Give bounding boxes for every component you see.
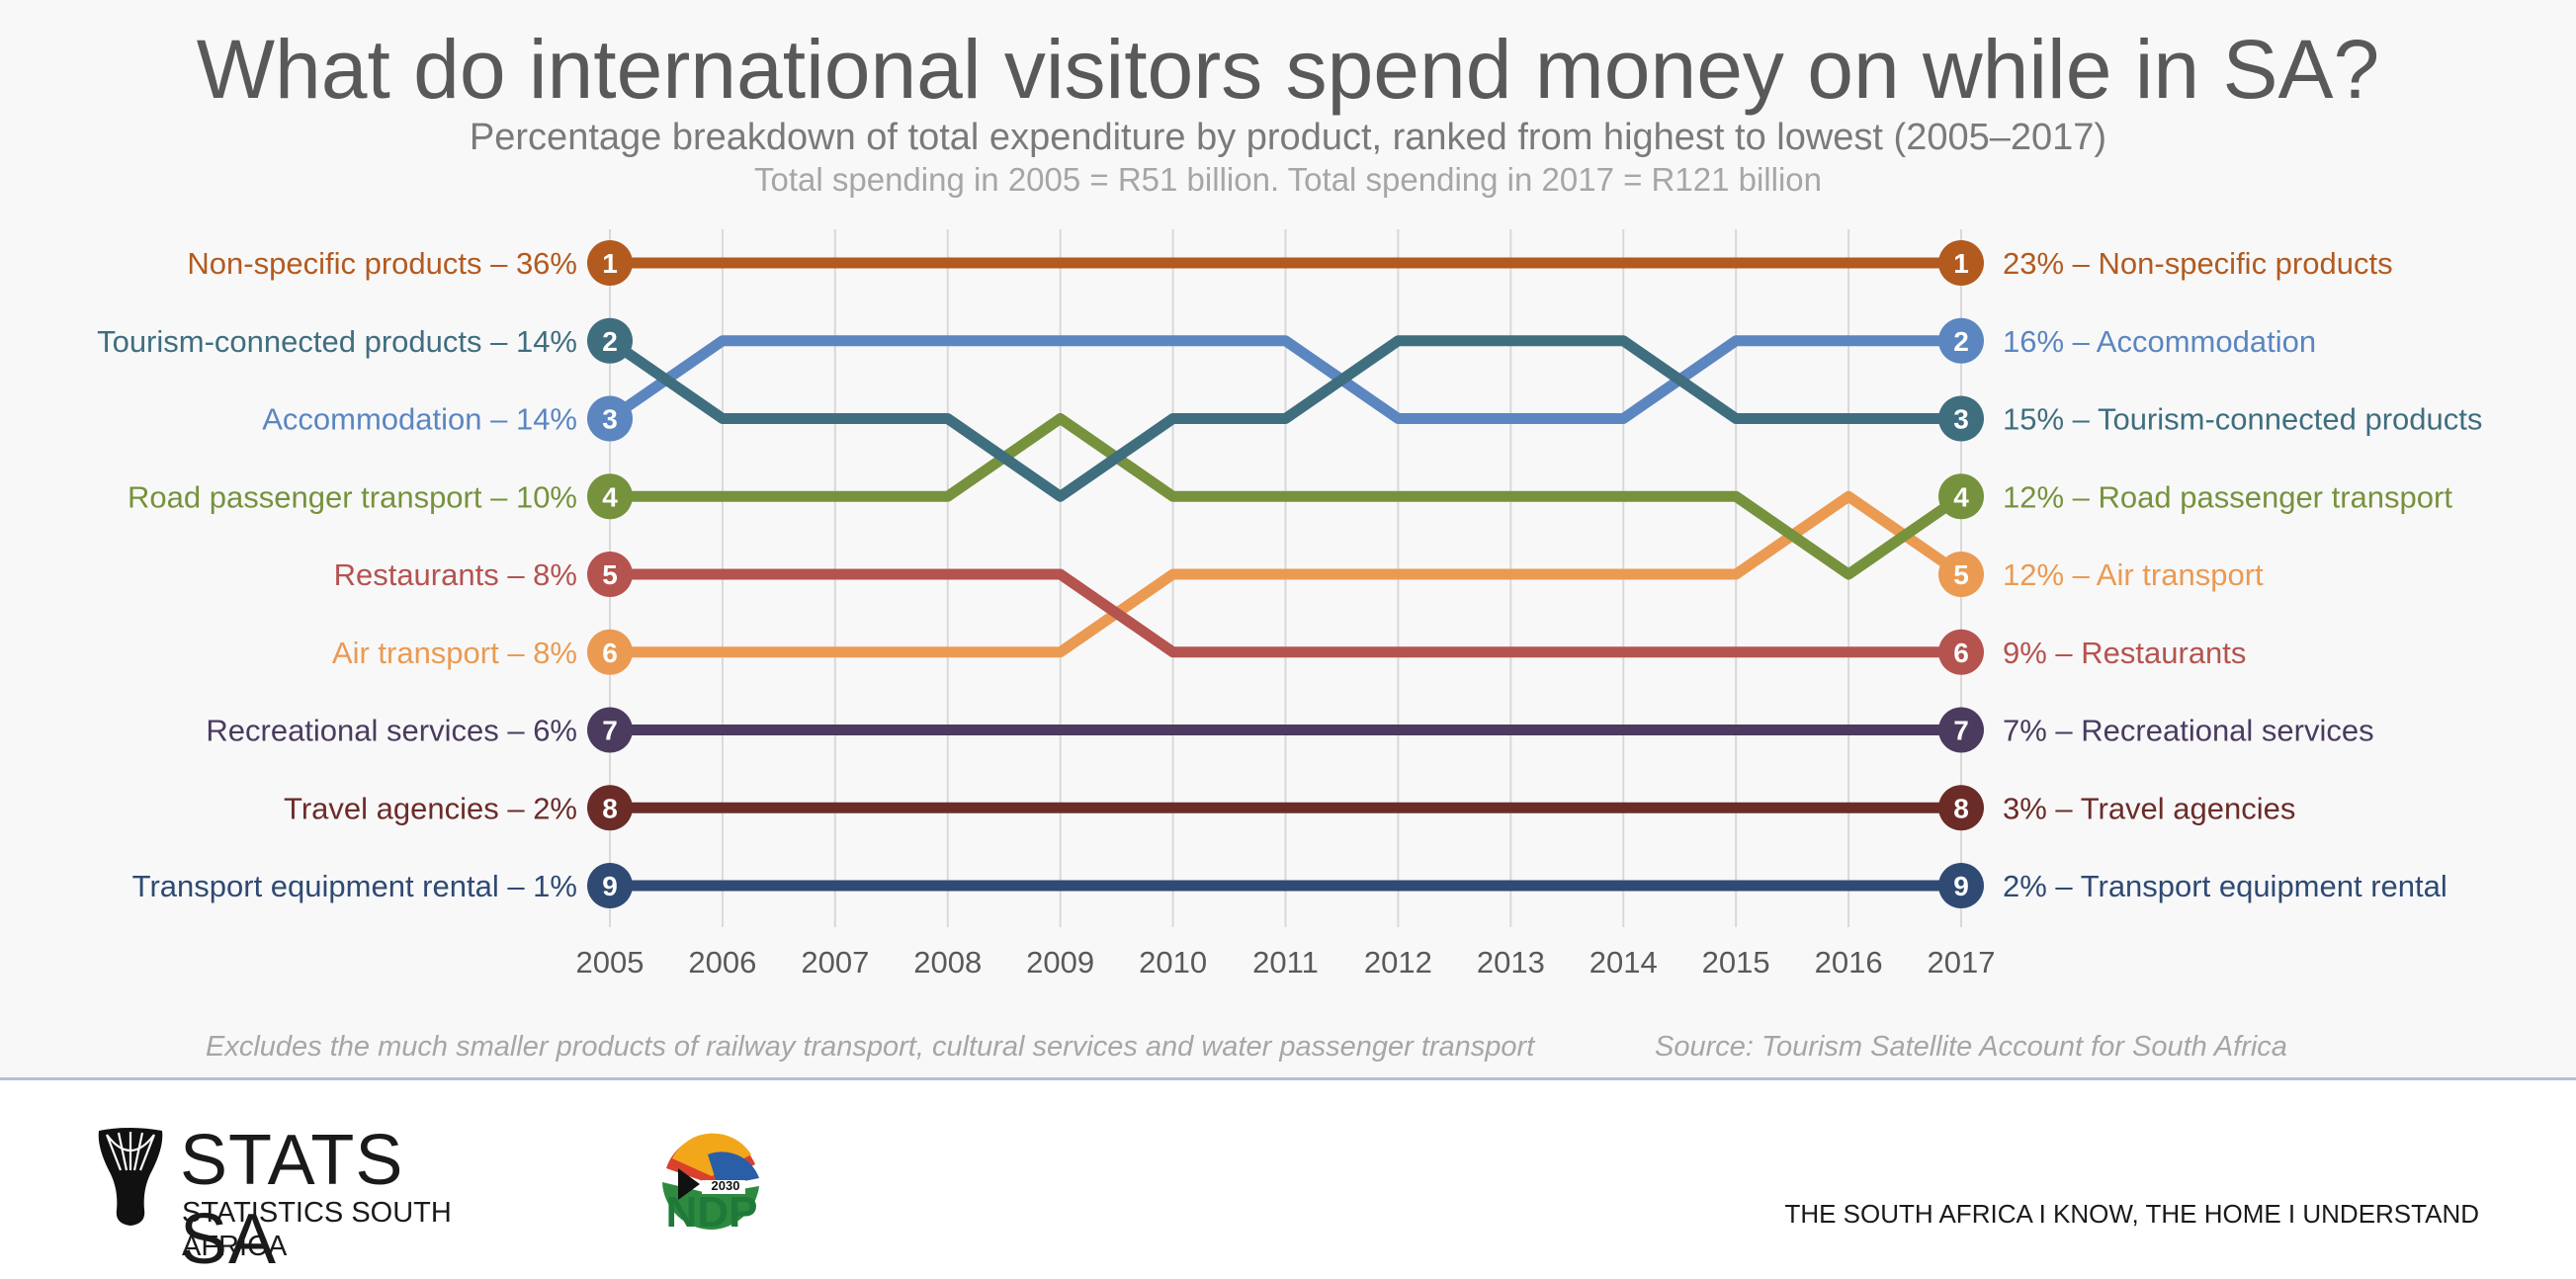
footnote: Excludes the much smaller products of ra…: [206, 1031, 1535, 1063]
org-full-name: STATISTICS SOUTH AFRICA: [182, 1197, 452, 1262]
x-tick-label: 2014: [1589, 945, 1658, 980]
end-rank-label: 3: [1953, 404, 1969, 435]
start-marker: [587, 240, 633, 286]
chart-title: What do international visitors spend mon…: [196, 23, 2380, 116]
left-label: Road passenger transport – 10%: [128, 479, 577, 514]
series-restaurants: 5 6 Restaurants – 8% 9% – Restaurants: [334, 552, 2246, 675]
series-road-passenger-transport: 4 4 Road passenger transport – 10% 12% – Ro…: [128, 473, 2452, 520]
bump-chart: 2005 2006 2007 2008 2009 2010 2011 2012 2013 2014…: [97, 229, 2482, 980]
stats-sa-logo: STATS SA STATISTICS SOUTH AFRICA: [91, 1121, 506, 1279]
x-tick-label: 2008: [913, 945, 982, 980]
right-label: 7% – Recreational services: [2003, 714, 2374, 748]
end-rank-label: 6: [1953, 638, 1969, 668]
x-tick-label: 2017: [1928, 945, 1996, 980]
start-marker: [587, 863, 633, 908]
start-marker: [587, 317, 633, 364]
end-rank-label: 8: [1953, 793, 1969, 823]
start-rank-label: 3: [602, 404, 618, 435]
start-marker: [587, 473, 633, 520]
x-tick-label: 2007: [801, 945, 869, 980]
right-label: 12% – Road passenger transport: [2003, 479, 2452, 514]
end-marker: [1938, 785, 1984, 831]
right-label: 3% – Travel agencies: [2003, 791, 2295, 825]
end-marker: [1938, 629, 1984, 675]
start-marker: [587, 552, 633, 597]
x-tick-label: 2015: [1702, 945, 1770, 980]
left-label: Accommodation – 14%: [262, 402, 577, 437]
end-marker: [1938, 240, 1984, 286]
ndp-year: 2030: [711, 1178, 740, 1193]
x-tick-label: 2012: [1364, 945, 1432, 980]
start-rank-label: 7: [602, 716, 618, 746]
start-rank-label: 5: [602, 559, 618, 590]
left-label: Travel agencies – 2%: [284, 791, 577, 825]
ndp-text: NDP: [665, 1188, 758, 1236]
series-air-transport: 6 5 Air transport – 8% 12% – Air transport: [332, 552, 2264, 675]
series-line-restaurants: [604, 568, 1967, 658]
ndp-logo: 2030 NDP: [652, 1125, 771, 1236]
right-label: 2% – Transport equipment rental: [2003, 869, 2447, 903]
left-label: Recreational services – 6%: [206, 714, 577, 748]
start-marker: [587, 707, 633, 753]
series-recreational-services: 7 7 Recreational services – 6% 7% – Recreat…: [206, 707, 2374, 753]
x-tick-label: 2010: [1139, 945, 1207, 980]
left-label: Restaurants – 8%: [334, 557, 577, 592]
series-non-specific-products: 1 1 Non-specific products – 36% 23% – Non-s…: [187, 240, 2393, 286]
end-rank-label: 2: [1953, 326, 1969, 357]
start-marker: [587, 629, 633, 675]
right-label: 12% – Air transport: [2003, 557, 2264, 592]
start-rank-label: 8: [602, 793, 618, 823]
x-tick-label: 2006: [688, 945, 756, 980]
series-line-tourism-connected-products: [604, 335, 1967, 502]
series-lines: [604, 257, 1967, 892]
end-marker: [1938, 473, 1984, 520]
series-line-air-transport: [604, 490, 1967, 658]
end-rank-label: 7: [1953, 716, 1969, 746]
org-name: STATS SA: [180, 1121, 404, 1279]
end-marker: [1938, 552, 1984, 597]
chart-panel: [0, 0, 2576, 1077]
left-label: Tourism-connected products – 14%: [97, 324, 577, 359]
start-rank-label: 2: [602, 326, 618, 357]
end-rank-label: 4: [1953, 481, 1969, 512]
x-tick-label: 2009: [1026, 945, 1094, 980]
chart-subtitle: Percentage breakdown of total expenditur…: [469, 117, 2107, 158]
series-line-road-passenger-transport: [604, 413, 1967, 580]
end-rank-label: 1: [1953, 248, 1969, 279]
end-rank-label: 5: [1953, 559, 1969, 590]
source-note: Source: Tourism Satellite Account for So…: [1655, 1031, 2287, 1063]
left-label: Air transport – 8%: [332, 636, 577, 670]
start-rank-label: 9: [602, 871, 618, 901]
right-label: 23% – Non-specific products: [2003, 246, 2393, 281]
left-label: Transport equipment rental – 1%: [132, 869, 577, 903]
x-tick-label: 2005: [576, 945, 644, 980]
right-label: 9% – Restaurants: [2003, 636, 2246, 670]
x-tick-label: 2016: [1815, 945, 1883, 980]
right-label: 16% – Accommodation: [2003, 324, 2316, 359]
end-marker: [1938, 317, 1984, 364]
series-accommodation: 3 2 Accommodation – 14% 16% – Accommodation: [262, 317, 2316, 442]
chart-totals-note: Total spending in 2005 = R51 billion. To…: [753, 161, 1822, 198]
right-label: 15% – Tourism-connected products: [2003, 402, 2482, 437]
end-marker: [1938, 395, 1984, 442]
start-rank-label: 6: [602, 638, 618, 668]
start-marker: [587, 395, 633, 442]
series-line-accommodation: [604, 335, 1967, 424]
start-rank-label: 1: [602, 248, 618, 279]
end-marker: [1938, 707, 1984, 753]
series-tourism-connected-products: 2 3 Tourism-connected products – 14% 15% – …: [97, 317, 2482, 442]
x-tick-label: 2013: [1477, 945, 1545, 980]
x-tick-label: 2011: [1252, 945, 1319, 980]
series-travel-agencies: 8 8 Travel agencies – 2% 3% – Travel agenci…: [284, 785, 2295, 831]
footer-panel: [0, 1077, 2576, 1279]
start-marker: [587, 785, 633, 831]
series-transport-equipment-rental: 9 9 Transport equipment rental – 1% 2% – Tr…: [132, 863, 2447, 908]
left-label: Non-specific products – 36%: [187, 246, 577, 281]
end-marker: [1938, 863, 1984, 908]
tagline: THE SOUTH AFRICA I KNOW, THE HOME I UNDE…: [1784, 1199, 2479, 1229]
start-rank-label: 4: [602, 481, 618, 512]
drum-icon: [98, 1128, 163, 1226]
end-rank-label: 9: [1953, 871, 1969, 901]
